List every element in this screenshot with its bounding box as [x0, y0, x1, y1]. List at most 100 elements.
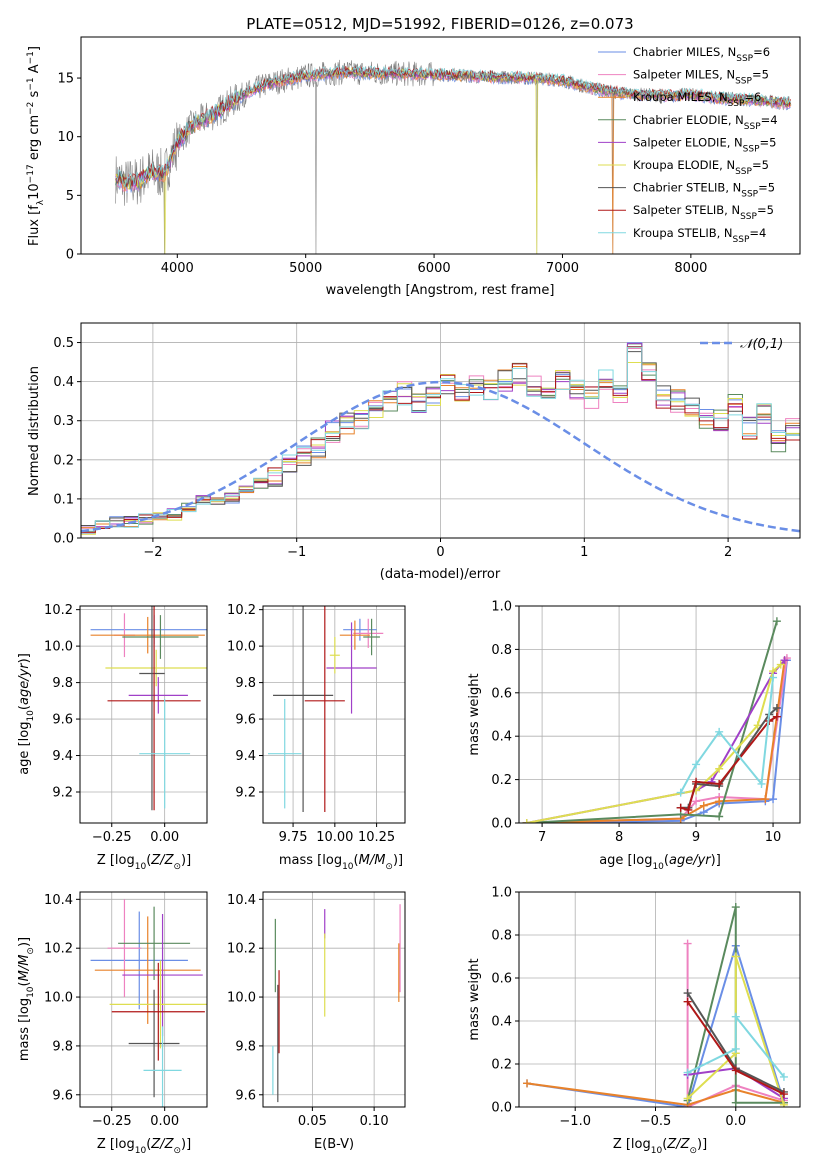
label-part: 10: [652, 862, 664, 872]
label-part: )]: [393, 853, 403, 868]
x-tick-label: −0.5: [640, 1114, 672, 1129]
x-tick-label: 10: [765, 830, 782, 845]
label-part: M/M: [359, 853, 386, 868]
label-part: M/M: [17, 955, 32, 982]
series-marker: [731, 903, 740, 912]
x-tick-label: 0.10: [360, 1114, 389, 1129]
label-part: 10: [26, 986, 36, 998]
axes-frame: [80, 36, 801, 255]
x-tick-label: 0.0: [725, 1114, 746, 1129]
label-part: =5: [760, 135, 777, 149]
label-part: A: [27, 64, 42, 77]
plot-area: [90, 606, 207, 811]
label-part: Kroupa STELIB, N: [633, 226, 733, 240]
label-part: age/yr: [669, 853, 712, 868]
legend-label: Kroupa ELODIE, NSSP=5: [633, 158, 769, 177]
label-part: ⊙: [26, 947, 36, 955]
x-tick-label: 9: [692, 830, 700, 845]
y-tick-label: 0.1: [53, 492, 74, 507]
label-part: s: [27, 90, 42, 101]
y-tick-label: 9.4: [235, 749, 256, 764]
label-part: ⊙: [385, 862, 393, 872]
x-tick-label: −0.25: [92, 1114, 132, 1129]
plot-area: [268, 606, 384, 813]
label-part: (: [17, 705, 32, 710]
series-marker: [731, 1098, 740, 1107]
label-part: (: [17, 981, 32, 986]
x-tick-label: 2: [724, 545, 732, 560]
label-part: (: [354, 853, 359, 868]
y-axis-label: Flux [fλ10−17 erg cm−2 s−1 A−1]: [26, 46, 46, 246]
y-tick-label: 10.2: [44, 603, 73, 618]
spectrum-panel: 4000 5000 6000 7000 8000 0 5 10 15 wavelength [An…: [26, 36, 801, 298]
x-tick-label: −0.25: [92, 830, 132, 845]
label-part: SSP: [741, 190, 758, 200]
label-part: 10: [135, 1146, 147, 1156]
series-line: [526, 660, 786, 823]
series-marker: [715, 779, 724, 788]
label-part: mass [log: [279, 853, 342, 868]
axes-frame: [518, 891, 801, 1108]
label-part: Kroupa ELODIE, N: [633, 158, 735, 172]
label-part: SSP: [743, 144, 760, 154]
series-marker: [683, 989, 692, 998]
age-vs-metallicity-panel: −0.25 0.009.29.49.69.810.010.2Z [log10(Z/…: [17, 603, 208, 872]
series-marker: [676, 803, 685, 812]
series-marker: [683, 1068, 692, 1077]
label-part: Kroupa MILES, N: [633, 90, 728, 104]
x-axis-label: mass [log10(M/M⊙)]: [279, 853, 403, 872]
series-marker: [761, 795, 770, 804]
series-marker: [676, 788, 685, 797]
series-marker: [683, 1094, 692, 1103]
x-tick-label: 7: [538, 830, 546, 845]
label-part: =5: [752, 68, 769, 82]
x-axis-label: age [log10(age/yr)]: [599, 853, 721, 872]
x-tick-label: 5000: [289, 261, 322, 276]
series-line: [686, 943, 785, 1107]
x-tick-label: 0.00: [150, 830, 179, 845]
axes-frame: [262, 891, 406, 1108]
age-vs-mass-panel: 9.75 10.00 10.25 9.2 9.4 9.6 9.8 10.0 10.2 mass […: [227, 603, 406, 872]
mass-vs-metallicity-panel: −0.25 0.009.69.810.010.210.4Z [log10(Z/Z⊙…: [17, 891, 208, 1156]
legend-label: Salpeter ELODIE, NSSP=5: [633, 135, 776, 154]
y-tick-label: 9.8: [235, 676, 256, 691]
plot-area: [522, 617, 791, 823]
label-part: age/yr: [17, 662, 32, 705]
series-line: [526, 663, 782, 823]
label-part: )]: [711, 853, 721, 868]
label-part: =5: [757, 203, 774, 217]
label-part: age [log: [17, 722, 32, 775]
x-axis-label: (data-model)/error: [380, 567, 501, 582]
series-line: [526, 1082, 785, 1106]
series-marker: [715, 764, 724, 773]
y-tick-label: 9.6: [52, 713, 73, 728]
label-part: Salpeter MILES, N: [633, 68, 735, 82]
series-marker: [776, 660, 785, 669]
y-tick-label: 10.4: [227, 893, 256, 908]
y-tick-label: 15: [57, 72, 74, 87]
legend-label: Salpeter STELIB, NSSP=5: [633, 203, 774, 222]
series-marker: [522, 819, 531, 823]
y-tick-label: 0.4: [491, 730, 512, 745]
series-line: [526, 620, 778, 823]
series-marker: [731, 952, 740, 961]
x-tick-label: −1: [287, 545, 306, 560]
x-tick-label: 1: [580, 545, 588, 560]
y-tick-label: 9.2: [235, 786, 256, 801]
y-tick-label: 1.0: [491, 600, 512, 615]
y-tick-label: 0.0: [491, 817, 512, 832]
label-part: 10: [651, 1146, 663, 1156]
label-part: erg cm: [27, 115, 42, 164]
label-part: )]: [181, 1137, 191, 1152]
label-part: (: [664, 853, 669, 868]
label-part: Chabrier MILES, N: [633, 45, 736, 59]
series-marker: [772, 703, 781, 712]
y-tick-label: 9.4: [52, 749, 73, 764]
label-part: 10: [27, 183, 42, 200]
series-marker: [683, 939, 692, 948]
series-marker: [753, 721, 762, 730]
x-tick-label: 6000: [418, 261, 451, 276]
series-marker: [523, 1079, 532, 1088]
y-tick-label: 0.6: [491, 972, 512, 987]
